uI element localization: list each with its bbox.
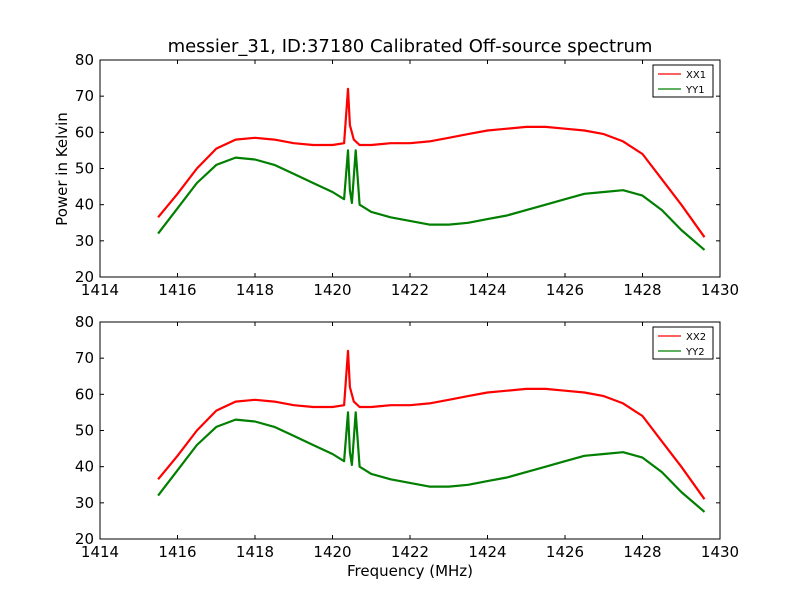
x-tick-label: 1414 [81,281,119,299]
x-tick-label: 1428 [623,543,661,561]
x-axis-label: Frequency (MHz) [347,562,473,580]
x-tick-label: 1422 [391,281,429,299]
panels-layer: 1414 1416 1418 1420 1422 1424 1426 1428 1430 20 30… [75,51,739,561]
plot-frame [99,321,721,540]
legend-box [652,326,714,360]
x-tick-label: 1416 [158,281,196,299]
y-tick-label: 70 [75,87,94,105]
y-tick-label: 30 [75,494,94,512]
x-tick-label: 1420 [313,543,351,561]
x-tick-label: 1416 [158,543,196,561]
x-tick-label: 1414 [81,543,119,561]
y-tick-label: 50 [75,160,94,178]
plot-frame [99,59,721,278]
panel-1: 1414 1416 1418 1420 1422 1424 1426 1428 1430 20 30… [75,51,739,299]
x-tick-label: 1426 [546,281,584,299]
x-tick-label: 1418 [236,543,274,561]
y-tick-label: 80 [75,51,94,69]
x-tick-label: 1428 [623,281,661,299]
x-tick-label: 1430 [701,281,739,299]
y-tick-label: 60 [75,385,94,403]
legend-label: XX2 [686,332,706,343]
legend-label: XX1 [686,70,706,81]
y-tick-label: 20 [75,530,94,548]
x-tick-label: 1422 [391,543,429,561]
y-tick-label: 80 [75,313,94,331]
legend-label: YY2 [685,347,705,358]
y-axis-label: Power in Kelvin [53,112,71,226]
legend-box [652,64,714,98]
x-tick-label: 1430 [701,543,739,561]
y-tick-label: 30 [75,232,94,250]
series-line-xx2 [157,349,706,500]
panel-2: 1414 1416 1418 1420 1422 1424 1426 1428 1430 20 30… [75,313,739,561]
legend-label: YY1 [685,85,705,96]
chart-title: messier_31, ID:37180 Calibrated Off-sour… [168,36,653,57]
y-tick-label: 40 [75,196,94,214]
y-tick-label: 60 [75,123,94,141]
y-tick-label: 20 [75,268,94,286]
y-tick-label: 70 [75,349,94,367]
x-tick-label: 1424 [468,281,506,299]
x-tick-label: 1424 [468,543,506,561]
y-tick-label: 40 [75,458,94,476]
series-line-xx1 [157,87,706,238]
series-line-yy2 [157,411,706,513]
x-tick-label: 1420 [313,281,351,299]
y-tick-label: 50 [75,422,94,440]
x-tick-label: 1426 [546,543,584,561]
x-tick-label: 1418 [236,281,274,299]
series-line-yy1 [157,149,706,251]
